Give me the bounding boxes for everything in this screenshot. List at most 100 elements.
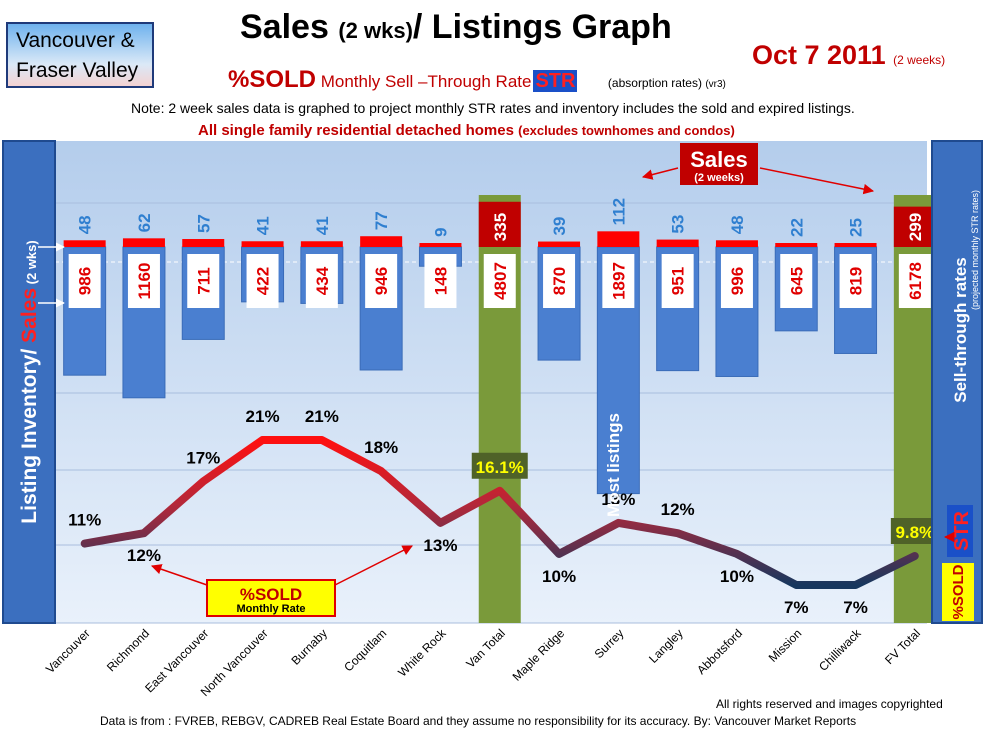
x-tick-label-chilliwack: Chilliwack [816,626,864,674]
sales-bar-mission [775,243,818,247]
sales-value-label-chilliwack: 25 [847,218,866,237]
sales-value-label-east-vancouver: 57 [194,214,213,233]
inventory-value-label-east-vancouver: 711 [194,267,213,294]
sales-value-label-maple-ridge: 39 [550,217,569,236]
sold-label-box-fv-total [890,518,939,544]
svg-text:%SOLD: %SOLD [240,585,302,604]
x-tick-label-white-rock: White Rock [395,626,449,680]
svg-text:Monthly Rate: Monthly Rate [236,603,305,615]
region-line-1: Vancouver & [16,29,135,52]
sold-rate-label-richmond: 12% [127,546,161,565]
inventory-label-box-vancouver [68,254,101,308]
sold-rate-label-white-rock: 13% [423,536,457,555]
inventory-label-box-mission [780,254,813,308]
sold-rate-label-chilliwack: 7% [843,598,868,617]
svg-text:(2 weeks): (2 weeks) [694,172,744,184]
inventory-label-box-richmond [127,254,160,308]
sales-value-label-mission: 22 [787,218,806,237]
sales-bar-coquitlam [360,236,403,247]
inventory-value-label-surrey: 1897 [609,262,628,300]
sales-bar-maple-ridge [538,241,581,247]
inventory-label-box-maple-ridge [543,254,576,308]
x-tick-label-burnaby: Burnaby [288,626,330,668]
inventory-label-box-van-total [483,254,516,308]
x-tick-label-vancouver: Vancouver [43,626,93,676]
inventory-label-box-east-vancouver [187,254,220,308]
sales-value-label-abbotsford: 48 [728,215,747,234]
sold-rate-label-vancouver: 11% [68,511,101,530]
inventory-label-box-surrey [602,254,635,308]
x-tick-label-van-total: Van Total [463,626,508,671]
sales-bar-east-vancouver [182,239,225,247]
str-badge: STR [533,70,578,92]
inventory-value-label-burnaby: 434 [313,266,332,295]
sold-callout: %SOLD Monthly Rate [151,545,413,617]
sales-value-label-richmond: 62 [135,213,154,232]
inventory-value-label-coquitlam: 946 [372,267,391,295]
sold-rate-label-langley: 12% [661,500,695,519]
sales-value-label-north-vancouver: 41 [254,216,273,235]
sold-rate-label-fv-total: 9.8% [895,523,934,542]
right-axis-title: Sell-through rates [951,257,970,402]
sold-rate-label-maple-ridge: 10% [542,567,576,586]
sales-bar-surrey [597,231,640,247]
sales-value-label-burnaby: 41 [313,216,332,235]
inventory-label-box-burnaby [305,254,338,308]
sales-bar-burnaby [300,241,343,247]
inventory-value-label-north-vancouver: 422 [254,267,273,295]
inventory-label-box-north-vancouver [246,254,279,308]
x-tick-label-abbotsford: Abbotsford [694,626,745,677]
sales-value-label-white-rock: 9 [431,228,450,237]
inventory-value-label-white-rock: 148 [431,267,450,295]
inventory-label-box-langley [661,254,694,308]
data-source: Data is from : FVREB, REBGV, CADREB Real… [100,714,857,728]
inventory-value-label-van-total: 4807 [491,262,510,300]
sales-bar-white-rock [419,243,462,247]
x-tick-label-langley: Langley [646,626,686,666]
x-tick-label-maple-ridge: Maple Ridge [510,626,568,684]
sales-value-label-surrey: 112 [609,198,628,225]
report-date: Oct 7 2011 (2 weeks) [752,40,946,70]
sold-rate-label-van-total: 16.1% [476,458,524,477]
inventory-label-box-abbotsford [720,254,753,308]
inventory-value-label-langley: 951 [669,267,688,295]
sold-label-box-van-total [471,452,528,479]
sold-rate-label-burnaby: 21% [305,407,339,426]
sold-rate-line-layer [80,436,919,589]
most-listings-label: Most listings [604,413,623,517]
inventory-value-label-abbotsford: 996 [728,267,747,295]
left-axis-title: Listing Inventory/ Sales (2 wks) [18,240,41,523]
sold-rate-label-north-vancouver: 21% [246,407,280,426]
page-title: Sales (2 wks)/ Listings Graph [240,8,672,46]
sales-bar-vancouver [63,240,106,247]
sold-rate-line [80,436,919,589]
inventory-value-label-richmond: 1160 [135,263,154,300]
sales-bar-langley [656,239,699,247]
note-text: Note: 2 week sales data is graphed to pr… [131,100,855,116]
sales-bar-fv-total [893,206,936,247]
sales-bar-van-total [478,201,521,247]
right-str-badge: STR [951,510,973,551]
inventory-label-box-chilliwack [839,254,872,308]
inventory-label-box-fv-total [898,254,931,308]
sold-rate-label-abbotsford: 10% [720,567,754,586]
sold-rate-label-mission: 7% [784,598,809,617]
right-axis-note: (projected monthly STR rates) [970,190,980,310]
value-labels-layer: 986 48 1160 62 711 57 422 41 434 41 946 77 148 9 4807 3… [68,198,939,617]
sales-callout: Sales (2 weeks) [641,143,875,195]
x-tick-label-coquitlam: Coquitlam [341,626,389,674]
sold-rate-label-coquitlam: 18% [364,438,398,457]
inventory-label-box-coquitlam [365,254,398,308]
left-panel: Listing Inventory/ Sales (2 wks) [2,140,65,624]
scope-subtitle: All single family residential detached h… [198,122,735,139]
x-tick-label-fv-total: FV Total [882,626,923,667]
sales-value-label-coquitlam: 77 [372,211,391,230]
sales-value-label-van-total: 335 [491,213,510,241]
sold-rate-label-surrey: 13% [601,490,635,509]
inventory-value-label-maple-ridge: 870 [550,267,569,295]
region-line-2: Fraser Valley [16,59,139,82]
sales-value-label-fv-total: 299 [906,213,925,241]
sales-bar-richmond [122,238,165,247]
